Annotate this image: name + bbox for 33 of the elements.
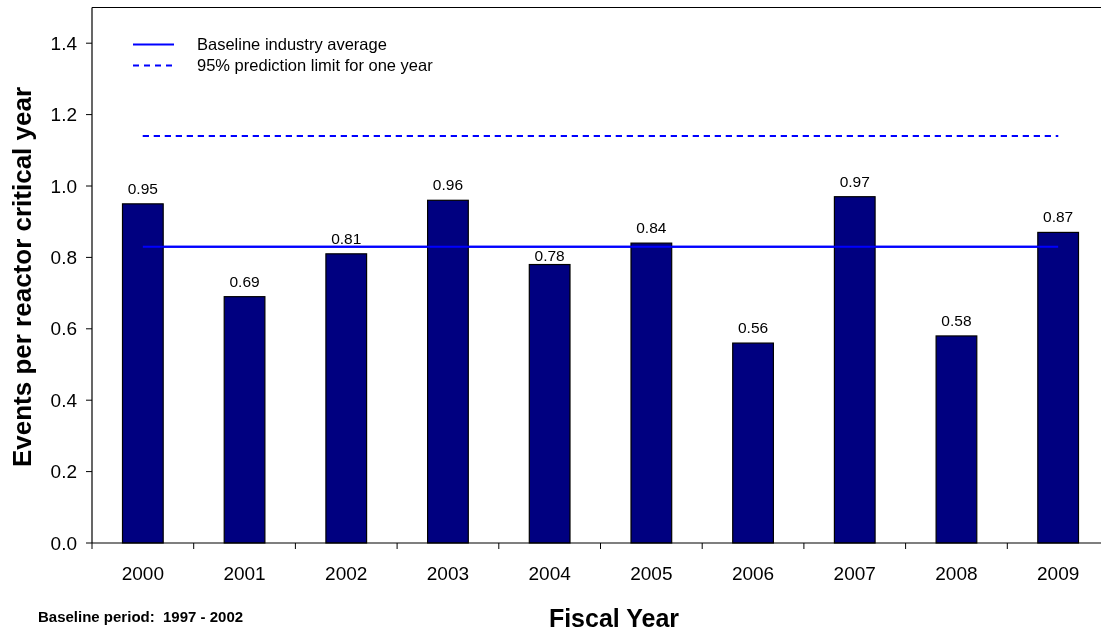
- text: Baseline period: 1997 - 2002: [38, 608, 244, 625]
- x-tick-label: 2006: [731, 563, 775, 584]
- legend-label: 95% prediction limit for one year: [197, 56, 434, 75]
- x-tick-label: 2003: [426, 563, 470, 584]
- y-tick-label: 0.2: [50, 461, 77, 483]
- data-label: 0.69: [229, 272, 260, 290]
- x-axis-title: Fiscal Year: [548, 604, 680, 632]
- data-label: 0.84: [636, 219, 667, 237]
- y-tick-label: 0.0: [50, 532, 77, 554]
- x-tick-label: 2000: [121, 563, 164, 584]
- x-tick-label: 2008: [935, 563, 978, 584]
- data-label: 0.95: [127, 179, 158, 197]
- y-tick-label: 0.8: [50, 247, 77, 269]
- x-tick-label: 2002: [325, 563, 368, 584]
- y-axis-title: Events per reactor critical year: [7, 86, 37, 468]
- y-tick-label: 1.4: [50, 32, 78, 54]
- y-tick-label: 1.2: [50, 104, 77, 126]
- x-tick-label: 2005: [630, 563, 673, 584]
- x-tick-label: 2007: [833, 563, 876, 584]
- y-tick-label: 0.4: [50, 389, 78, 411]
- x-tick-label: 2009: [1037, 563, 1080, 584]
- data-label: 0.87: [1043, 208, 1074, 226]
- x-tick-label: 2004: [528, 563, 572, 584]
- data-label: 0.97: [839, 172, 870, 190]
- x-tick-label: 2001: [223, 563, 266, 584]
- data-label: 0.81: [331, 229, 362, 247]
- y-tick-label: 0.6: [50, 318, 77, 340]
- data-label: 0.96: [432, 176, 464, 194]
- legend-label: Baseline industry average: [197, 35, 387, 54]
- data-label: 0.56: [737, 319, 769, 337]
- data-label: 0.58: [941, 311, 972, 329]
- data-label: 0.78: [534, 246, 565, 264]
- y-tick-label: 1.0: [50, 175, 77, 197]
